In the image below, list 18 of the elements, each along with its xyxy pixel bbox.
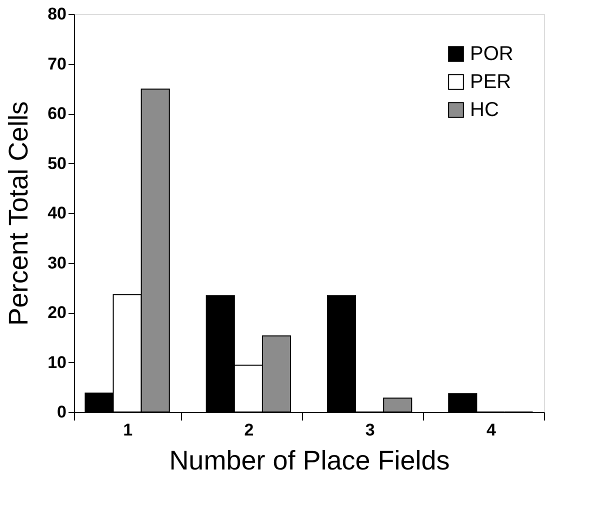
y-tick-label: 70 (48, 54, 66, 74)
y-tick-label: 50 (48, 154, 66, 173)
y-tick-label: 80 (48, 4, 66, 24)
x-tick-label: 2 (244, 420, 254, 440)
y-tick-label: 60 (48, 104, 66, 123)
legend-label: HC (470, 99, 499, 121)
y-tick-label: 0 (57, 402, 66, 422)
y-tick-label: 20 (48, 303, 66, 322)
legend-label: POR (470, 43, 514, 65)
x-tick-label: 4 (486, 420, 496, 440)
y-tick-label: 40 (48, 204, 66, 222)
x-axis-title: Number of Place Fields (169, 446, 450, 476)
legend-label: PER (470, 71, 512, 93)
y-axis-title: Percent Total Cells (4, 101, 34, 326)
x-tick-label: 3 (365, 420, 375, 440)
y-tick-label: 10 (48, 352, 66, 372)
x-tick-label: 1 (123, 420, 133, 440)
y-tick-label: 30 (48, 253, 66, 272)
